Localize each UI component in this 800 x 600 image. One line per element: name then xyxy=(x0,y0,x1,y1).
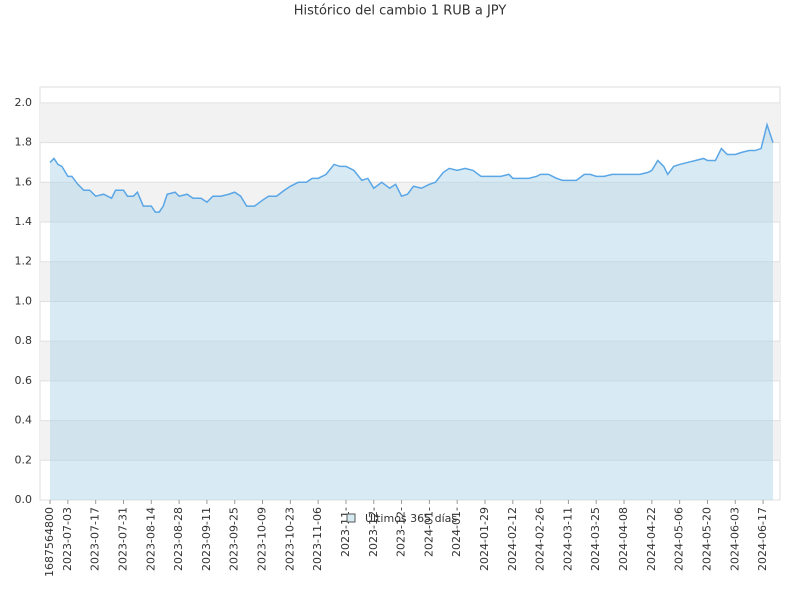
x-tick-label: 2024-04-22 xyxy=(645,507,658,571)
y-tick-label: 0.6 xyxy=(15,374,33,387)
x-tick-label: 2024-05-20 xyxy=(700,507,713,571)
y-tick-label: 1.0 xyxy=(15,294,33,307)
y-tick-label: 0.4 xyxy=(15,414,33,427)
y-tick-label: 1.8 xyxy=(15,136,33,149)
x-tick-label: 2023-08-14 xyxy=(144,507,157,571)
band xyxy=(40,341,780,381)
y-tick-label: 0.0 xyxy=(15,493,33,506)
x-tick-label: 2023-09-25 xyxy=(228,507,241,571)
y-tick-label: 2.0 xyxy=(15,96,33,109)
x-tick-label: 2024-03-11 xyxy=(561,507,574,571)
band xyxy=(40,182,780,223)
x-tick-label: 2024-05-06 xyxy=(673,507,686,571)
y-tick-label: 0.2 xyxy=(15,453,33,466)
y-tick-label: 1.4 xyxy=(15,215,33,228)
x-tick-label: 2023-10-09 xyxy=(256,507,269,571)
x-tick-label: 2024-01- xyxy=(450,507,463,557)
y-tick-label: 0.8 xyxy=(15,334,33,347)
x-tick-label: 2024-02-26 xyxy=(534,507,547,571)
legend-swatch xyxy=(346,513,356,523)
x-tick-label: 2024-06-03 xyxy=(728,507,741,571)
x-tick-label: 1687564800 xyxy=(43,507,56,577)
x-tick-label: 2023-10-23 xyxy=(283,507,296,571)
band xyxy=(40,261,780,302)
y-tick-label: 1.2 xyxy=(15,255,33,268)
legend-label: Últimos 365 días xyxy=(365,512,457,525)
bands xyxy=(39,86,781,501)
x-tick-label: 2024-02-12 xyxy=(506,507,519,571)
x-tick-label: 2024-04-08 xyxy=(617,507,630,571)
x-tick-label: 2023-09-11 xyxy=(200,507,213,571)
line xyxy=(49,122,774,213)
x-tick-label: 2024-03-25 xyxy=(589,507,602,571)
area xyxy=(50,124,773,500)
x-tick-label: 2024-01-29 xyxy=(478,507,491,571)
x-tick-label: 2024-06-17 xyxy=(756,507,769,571)
band xyxy=(40,102,780,143)
band xyxy=(40,420,780,461)
x-tick-label: 2023-07-03 xyxy=(61,507,74,571)
x-tick-label: 2023-12- xyxy=(367,507,380,557)
x-tick-label: 2023-07-31 xyxy=(116,507,129,571)
chart-title: Histórico del cambio 1 RUB a JPY xyxy=(294,4,507,19)
x-tick-label: 2023-11-06 xyxy=(311,507,324,571)
y-tick-label: 1.6 xyxy=(15,175,33,188)
x-tick-label: 2023-12- xyxy=(395,507,408,557)
x-tick-label: 2024-01- xyxy=(422,507,435,557)
x-tick-label: 2023-07-17 xyxy=(89,507,102,571)
x-tick-label: 2023-08-28 xyxy=(172,507,185,571)
